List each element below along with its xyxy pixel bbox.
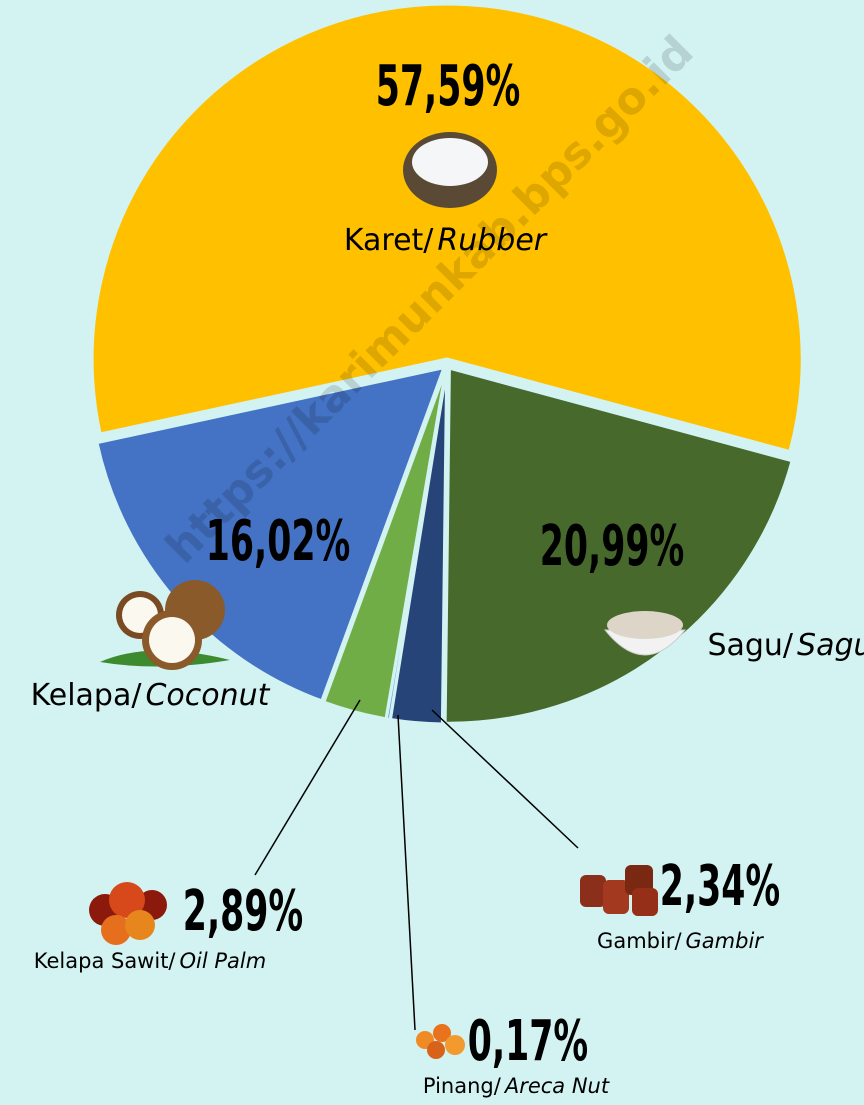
value-label: 16,02% (206, 508, 351, 573)
oil-palm-icon (89, 882, 167, 945)
leader-line (431, 709, 579, 849)
labels: 57,59% Karet/Rubber 20,99% Sagu/Sagu 2,34% Ga… (31, 53, 864, 1098)
category-label: Pinang/Areca Nut (423, 1074, 610, 1098)
category-name: Karet/ (344, 223, 434, 258)
areca-icon (416, 1024, 465, 1059)
value-label: 2,89% (183, 878, 303, 943)
value-label: 57,59% (376, 53, 521, 118)
category-name-en: Areca Nut (503, 1074, 610, 1098)
category-label: Sagu/Sagu (707, 628, 864, 663)
category-name: Kelapa/ (31, 678, 143, 713)
value-label: 20,99% (540, 513, 685, 578)
rubber-icon (403, 132, 497, 208)
leader-line (397, 714, 416, 1031)
category-name: Sagu/ (707, 628, 793, 663)
gambir-icon (580, 865, 658, 916)
category-name-en: Gambir (686, 929, 765, 953)
category-name: Pinang/ (423, 1074, 502, 1098)
category-name: Gambir/ (597, 929, 682, 953)
value-label: 0,17% (468, 1008, 588, 1073)
category-name: Kelapa Sawit/ (34, 949, 177, 973)
leader-line (254, 699, 361, 876)
pie-slice (443, 366, 794, 725)
category-name-en: Oil Palm (180, 949, 267, 973)
pie-slice (90, 2, 804, 454)
value-label: 2,34% (660, 853, 780, 918)
category-label: Gambir/Gambir (597, 929, 764, 953)
category-name-en: Coconut (145, 678, 270, 713)
category-label: Kelapa/Coconut (31, 678, 271, 713)
category-name-en: Sagu (797, 628, 864, 663)
sagu-icon (603, 611, 687, 656)
pie-slice (321, 368, 448, 721)
pie (90, 2, 804, 726)
category-label: Karet/Rubber (344, 223, 548, 258)
category-name-en: Rubber (437, 223, 547, 258)
category-label: Kelapa Sawit/Oil Palm (34, 949, 266, 973)
coconut-icon (100, 580, 230, 670)
